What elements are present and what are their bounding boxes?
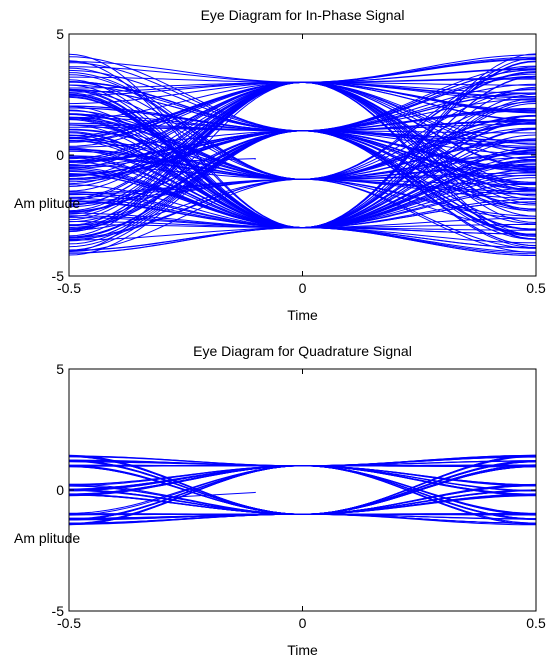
x-tick-label: -0.5: [57, 280, 81, 296]
eye-trace: [69, 76, 536, 229]
eye-trace: [69, 465, 536, 516]
eye-trace: [69, 130, 536, 162]
y-tick-label: 0: [56, 147, 64, 163]
y-tick-label: -5: [52, 268, 65, 284]
eye-traces: [69, 53, 536, 256]
y-tick-label: 5: [56, 361, 64, 377]
eye-trace: [69, 454, 536, 515]
x-tick-label: 0: [299, 280, 307, 296]
x-tick-label: 0: [299, 615, 307, 631]
y-axis-label: Am plitude: [14, 530, 80, 546]
chart-title: Eye Diagram for In-Phase Signal: [201, 7, 405, 23]
x-axis-label: Time: [287, 642, 318, 658]
axes-frame: [68, 368, 537, 612]
x-tick-label: 0.5: [526, 615, 546, 631]
x-axis-label: Time: [287, 307, 318, 323]
plot-quadrature: [68, 368, 537, 612]
eye-trace: [69, 138, 536, 249]
y-tick-label: 0: [56, 482, 64, 498]
y-axis-label: Am plitude: [14, 195, 80, 211]
y-tick-label: 5: [56, 26, 64, 42]
x-tick-label: 0.5: [526, 280, 546, 296]
eye-trace: [69, 81, 536, 230]
chart-title: Eye Diagram for Quadrature Signal: [193, 343, 412, 359]
eye-trace: [171, 491, 256, 498]
y-tick-label: -5: [52, 603, 65, 619]
x-tick-label: -0.5: [57, 615, 81, 631]
eye-traces: [69, 454, 536, 526]
plot-in-phase: [68, 33, 537, 277]
eye-trace: [139, 158, 256, 163]
